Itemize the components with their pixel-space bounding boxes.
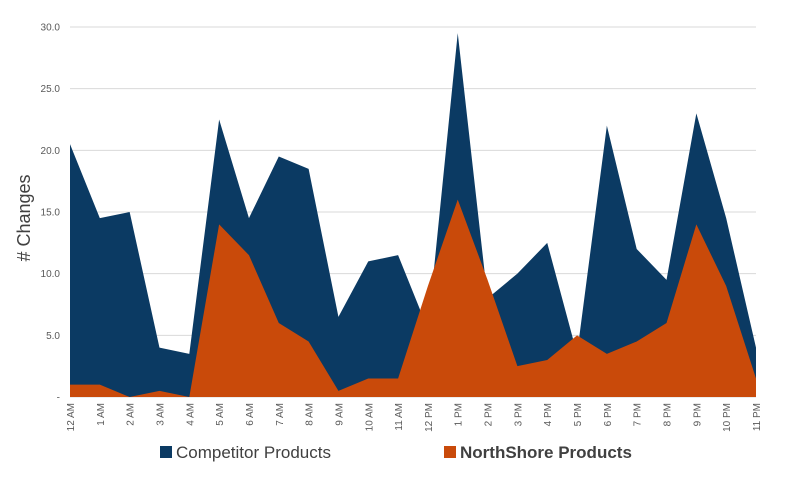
x-tick-label: 3 AM xyxy=(155,403,166,426)
y-axis-title: # Changes xyxy=(14,174,34,261)
y-axis-ticks: - 5.0 10.0 15.0 20.0 25.0 30.0 xyxy=(41,23,61,404)
x-tick-label: 11 PM xyxy=(752,403,763,431)
x-tick-label: 4 AM xyxy=(185,403,196,426)
legend: Competitor Products NorthShore Products xyxy=(160,443,632,462)
x-tick-label: 2 AM xyxy=(126,403,137,426)
x-tick-label: 8 PM xyxy=(663,403,674,426)
legend-swatch xyxy=(444,446,456,458)
y-tick-label: 10.0 xyxy=(41,269,61,280)
x-tick-label: 10 PM xyxy=(722,403,733,432)
x-tick-label: 5 PM xyxy=(573,403,584,426)
y-tick-label: 20.0 xyxy=(41,146,61,157)
x-tick-label: 11 AM xyxy=(394,403,405,431)
x-tick-label: 3 PM xyxy=(513,403,524,426)
x-tick-label: 6 AM xyxy=(245,403,256,426)
x-tick-label: 12 PM xyxy=(424,403,435,432)
legend-swatch xyxy=(160,446,172,458)
legend-label: Competitor Products xyxy=(176,443,331,462)
legend-label: NorthShore Products xyxy=(460,443,632,462)
y-tick-label: 25.0 xyxy=(41,84,61,95)
x-tick-label: 7 PM xyxy=(633,403,644,426)
x-tick-label: 10 AM xyxy=(364,403,375,431)
x-tick-label: 2 PM xyxy=(484,403,495,426)
x-tick-label: 9 PM xyxy=(692,403,703,426)
northshore-products-area xyxy=(70,199,756,397)
x-tick-label: 7 AM xyxy=(275,403,286,426)
x-tick-label: 1 AM xyxy=(96,403,107,426)
y-tick-label: 5.0 xyxy=(46,331,60,342)
chart-areas xyxy=(70,33,756,398)
x-tick-label: 12 AM xyxy=(66,403,77,431)
x-tick-label: 5 AM xyxy=(215,403,226,426)
x-tick-label: 8 AM xyxy=(305,403,316,426)
x-tick-label: 1 PM xyxy=(454,403,465,426)
y-tick-label: 30.0 xyxy=(41,23,61,34)
legend-item-competitor: Competitor Products xyxy=(160,443,331,462)
x-tick-label: 6 PM xyxy=(603,403,614,426)
y-tick-label: - xyxy=(57,393,60,404)
y-tick-label: 15.0 xyxy=(41,208,61,219)
x-axis-ticks: 12 AM 1 AM 2 AM 3 AM 4 AM 5 AM 6 AM 7 AM 8 AM 9 A… xyxy=(66,403,763,432)
x-tick-label: 4 PM xyxy=(543,403,554,426)
legend-item-northshore: NorthShore Products xyxy=(444,443,632,462)
x-tick-label: 9 AM xyxy=(334,403,345,426)
